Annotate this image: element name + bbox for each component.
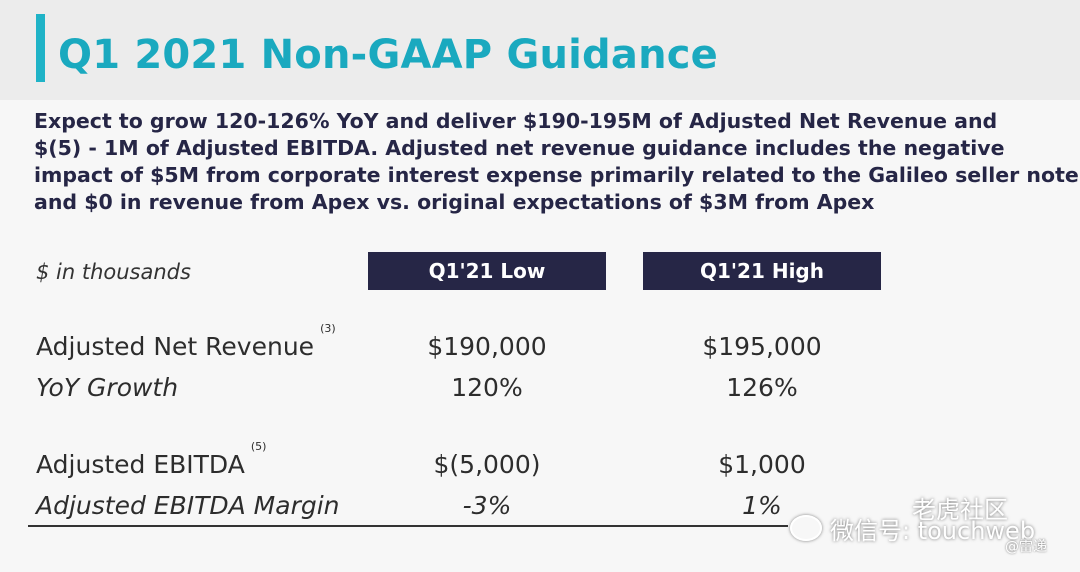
header-band [0, 0, 1080, 100]
summary-line: Expect to grow 120-126% YoY and deliver … [34, 109, 998, 133]
cell-ebitda-margin-high: 1% [742, 491, 782, 520]
wechat-icon [790, 515, 822, 541]
guidance-summary: Expect to grow 120-126% YoY and deliver … [34, 108, 1079, 216]
cell-ebitda-low: $(5,000) [433, 450, 541, 479]
row-label-adjusted-net-revenue: Adjusted Net Revenue (3) [36, 322, 336, 361]
slide-body [0, 100, 1080, 572]
cell-ebitda-high: $1,000 [718, 450, 806, 479]
watermark-wechat-text: 微信号: touchweb [830, 516, 1036, 545]
footnote-marker: (5) [250, 440, 267, 453]
cell-yoy-growth-low: 120% [451, 373, 523, 402]
row-label-ebitda-margin: Adjusted EBITDA Margin [36, 491, 340, 520]
cell-ebitda-margin-low: -3% [462, 491, 512, 520]
summary-line: $(5) - 1M of Adjusted EBITDA. Adjusted n… [34, 136, 1005, 160]
row-label-text: Adjusted Net Revenue [36, 332, 315, 361]
cell-yoy-growth-high: 126% [726, 373, 798, 402]
watermark-brand: 老虎社区 [912, 496, 1008, 524]
title-accent-bar [36, 14, 45, 82]
watermark-wechat: 微信号: touchweb [790, 508, 1050, 548]
watermark-handle: @雷递 [1005, 539, 1047, 555]
row-label-yoy-growth: YoY Growth [36, 373, 179, 402]
summary-line: impact of $5M from corporate interest ex… [34, 163, 1079, 187]
page-title: Q1 2021 Non-GAAP Guidance [58, 32, 718, 78]
cell-net-revenue-high: $195,000 [702, 332, 822, 361]
summary-line: and $0 in revenue from Apex vs. original… [34, 190, 875, 214]
column-header-high: Q1'21 High [643, 252, 881, 290]
footnote-marker: (3) [320, 322, 336, 335]
units-label: $ in thousands [36, 260, 191, 284]
row-label-adjusted-ebitda: Adjusted EBITDA (5) [36, 440, 266, 479]
cell-net-revenue-low: $190,000 [427, 332, 547, 361]
column-header-low: Q1'21 Low [368, 252, 606, 290]
table-bottom-rule [28, 525, 788, 527]
row-label-text: Adjusted EBITDA [36, 450, 245, 479]
